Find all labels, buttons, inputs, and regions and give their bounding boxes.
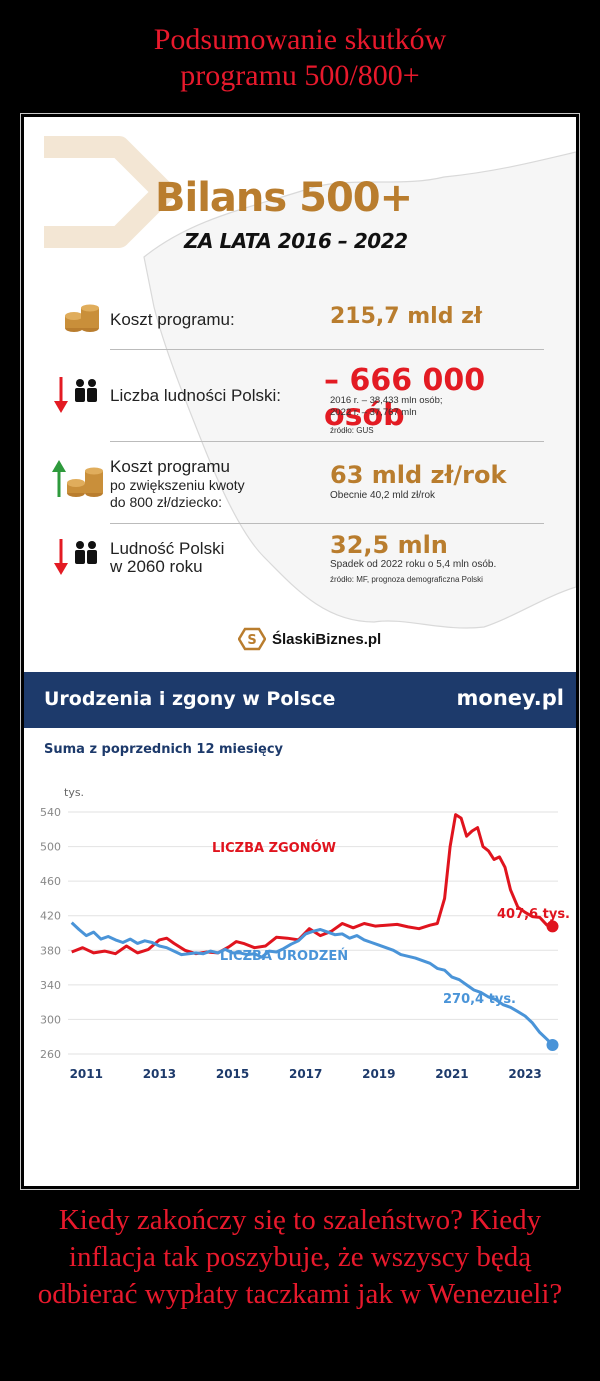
x-tick-label: 2023 [508,1067,541,1081]
y-tick-label: 340 [40,979,61,992]
slaskibiznes-text: ŚlaskiBiznes.pl [272,630,382,648]
deaths-end-point [546,920,559,933]
annotation-label: 407,6 tys. [497,907,570,922]
infographic-title: Bilans 500+ [155,175,413,221]
x-tick-label: 2017 [289,1067,322,1081]
slaskibiznes-hex-icon: S [238,627,266,651]
y-tick-label: 380 [40,944,61,957]
caption: Kiedy zakończy się to szaleństwo? Kiedy … [37,1204,563,1310]
y-tick-label: 300 [40,1013,61,1026]
x-tick-label: 2021 [435,1067,468,1081]
population-note-2022: 2022 r. – 37,767 mln [330,407,417,418]
watermark-logo-icon [44,136,175,248]
x-tick-label: 2013 [143,1067,176,1081]
births-end-point [546,1039,559,1052]
annotation-label: LICZBA ZGONÓW [212,840,336,856]
chart-title: Urodzenia i zgony w Polsce [44,688,336,710]
population-2060-label-line1: Ludność Polski [110,539,225,558]
births-line [70,921,554,1047]
population-value: – 666 000 osób [324,363,486,433]
annotation-label: 270,4 tys. [443,992,516,1007]
population-note-2016: 2016 r. – 38,433 mln osób; [330,395,443,406]
y-axis-label: tys. [64,786,84,799]
page-title: Podsumowanie skutków programu 500/800+ [0,22,600,94]
divider [110,441,544,442]
chart-header [24,672,576,728]
deaths-line [71,813,553,956]
cost-value: 215,7 mld zł [330,304,483,329]
population-source: źródło: GUS [330,426,374,435]
chart-panel: Urodzenia i zgony w Polsce money.pl Suma… [24,672,576,1186]
population-2060-note: Spadek od 2022 roku o 5,4 mln osób. [330,559,497,570]
population-2060-label-line2: w 2060 roku [110,557,203,576]
cost-800-note: Obecnie 40,2 mld zł/rok [330,490,436,501]
x-tick-label: 2011 [70,1067,103,1081]
line-chart: tys.540 500 460 420 380 340 300 260 2011 2013 2015… [40,786,570,1081]
population-label: Liczba ludności Polski: [110,386,282,405]
page-title-line2: programu 500/800+ [180,59,420,92]
watermark: DEMOTYWATORY.PL [255,1176,345,1186]
image-card: Bilans 500+ ZA LATA 2016 – 2022 Koszt pr… [24,117,576,1186]
population-2060-value: 32,5 mln [330,531,448,559]
svg-text:S: S [247,633,256,648]
population-down-icon [54,377,97,413]
infographic-subtitle: ZA LATA 2016 – 2022 [184,229,408,253]
y-tick-label: 500 [40,841,61,854]
y-tick-label: 260 [40,1048,61,1061]
y-tick-label: 460 [40,875,61,888]
chart-subtitle: Suma z poprzednich 12 miesięcy [44,742,284,757]
population-2060-source: źródło: MF, prognoza demograficzna Polsk… [330,575,483,584]
chart-brand: money.pl [456,686,564,710]
poland-map-outline [143,151,576,629]
x-tick-label: 2019 [362,1067,395,1081]
divider [110,523,544,524]
annotation-label: LICZBA URODZEŃ [220,948,348,964]
y-tick-label: 420 [40,910,61,923]
cost-800-value: 63 mld zł/rok [330,461,507,489]
page-title-line1: Podsumowanie skutków [153,23,447,56]
image-frame: Bilans 500+ ZA LATA 2016 – 2022 Koszt pr… [20,113,580,1190]
infographic-panel: Bilans 500+ ZA LATA 2016 – 2022 Koszt pr… [24,117,576,672]
cost-label: Koszt programu: [110,310,235,329]
cost-up-icon [52,460,103,497]
cost-800-label-line1: Koszt programu [110,457,230,476]
x-tick-label: 2015 [216,1067,249,1081]
y-tick-label: 540 [40,806,61,819]
cost-800-label-line2: po zwiększeniu kwoty [110,477,245,493]
divider [110,349,544,350]
slaskibiznes-logo: S ŚlaskiBiznes.pl [238,627,381,651]
cost-800-label-line3: do 800 zł/dziecko: [110,494,223,510]
coins-icon [65,304,99,332]
population-2060-icon [54,539,97,575]
